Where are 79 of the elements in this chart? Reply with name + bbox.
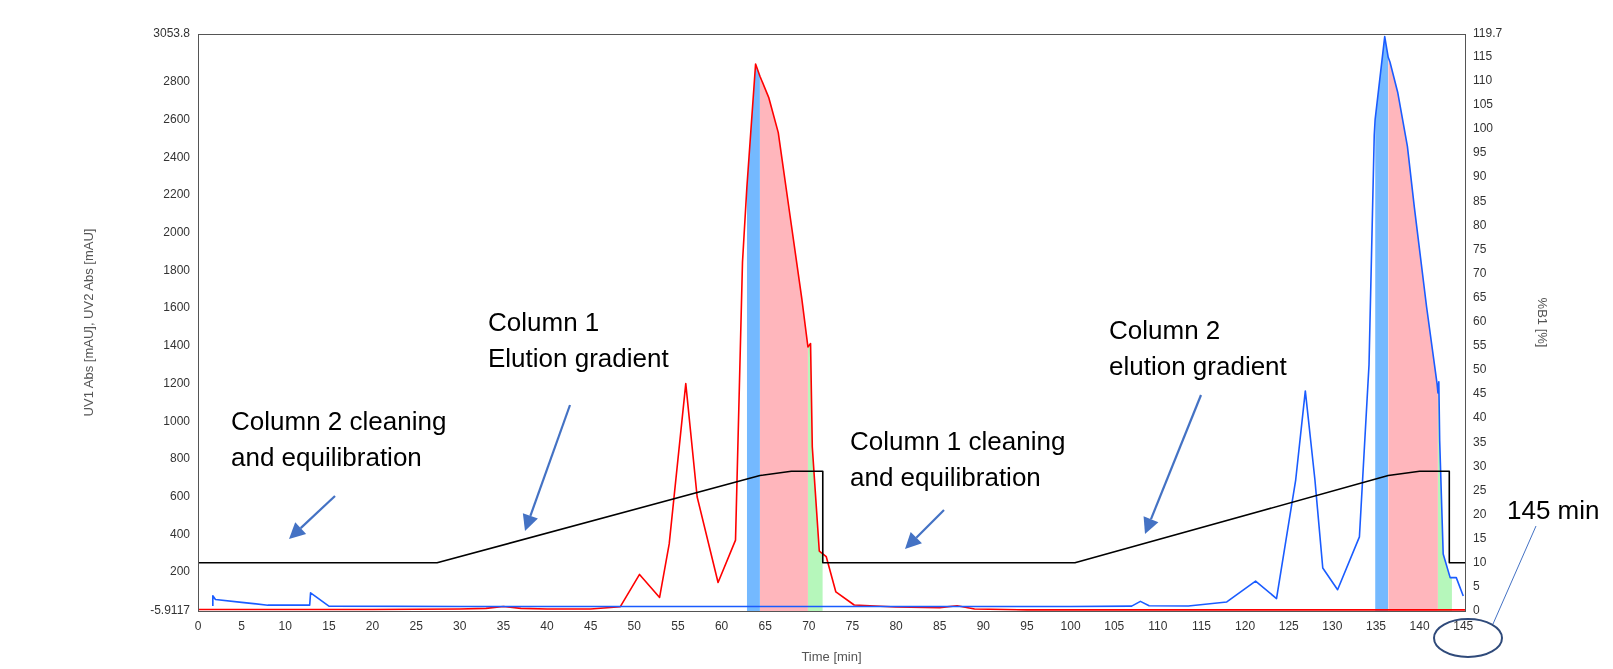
y-tick-label: 1400 xyxy=(163,338,191,353)
y2-tick-label: 65 xyxy=(1473,289,1487,304)
x-tick-label: 15 xyxy=(322,618,336,633)
y2-tick-label: 95 xyxy=(1473,145,1487,160)
x-tick-label: 85 xyxy=(933,618,947,633)
y-tick-label: 2600 xyxy=(163,111,191,126)
y2-tick-label: 90 xyxy=(1473,169,1487,184)
y-tick-label: 1600 xyxy=(163,300,191,315)
x-tick-label: 130 xyxy=(1322,618,1343,633)
y2-tick-label: 110 xyxy=(1473,73,1493,88)
x-axis-title: Time [min] xyxy=(801,648,862,664)
x-tick-label: 95 xyxy=(1020,618,1034,633)
y2-tick-label: 20 xyxy=(1473,506,1487,521)
annotation: Column 1 cleaning and equilibration xyxy=(850,426,1066,493)
y-tick-label: 2400 xyxy=(163,149,191,164)
y-tick-label: 1000 xyxy=(163,413,191,428)
x-tick-label: 40 xyxy=(540,618,555,633)
x-tick-label: 0 xyxy=(194,618,202,633)
x-tick-label: 140 xyxy=(1409,618,1430,633)
y-axis-title: UV1 Abs [mAU], UV2 Abs [mAU] xyxy=(81,228,97,417)
x-tick-label: 20 xyxy=(365,618,380,633)
y-tick-label: 2000 xyxy=(163,225,191,240)
x-tick-label: 80 xyxy=(889,618,904,633)
y2-tick-label: 60 xyxy=(1473,314,1487,329)
annotation: Column 2 elution gradient xyxy=(1109,315,1288,382)
annotation: Column 1 Elution gradient xyxy=(488,307,670,374)
x-tick-label: 115 xyxy=(1191,618,1212,633)
x-tick-label: 50 xyxy=(627,618,642,633)
y2-tick-label: 35 xyxy=(1473,434,1487,449)
y-tick-label: 1800 xyxy=(163,262,191,277)
y2-tick-label: 45 xyxy=(1473,386,1487,401)
y-tick-label: 2200 xyxy=(163,187,191,202)
y2-tick-label: 85 xyxy=(1473,193,1487,208)
y2-tick-label: 75 xyxy=(1473,241,1487,256)
y2-tick-label: 40 xyxy=(1473,410,1487,425)
y-tick-label: 600 xyxy=(169,489,191,504)
y2-axis-title: %B1 [%] xyxy=(1534,297,1550,348)
x-tick-label: 120 xyxy=(1235,618,1256,633)
x-tick-label: 70 xyxy=(802,618,816,633)
y2-tick-label: 5 xyxy=(1473,579,1480,594)
x-tick-label: 75 xyxy=(845,618,860,633)
x-tick-label: 45 xyxy=(583,618,598,633)
y2-tick-label: 10 xyxy=(1473,555,1487,570)
y-tick-label: -5.9117 xyxy=(150,603,191,618)
y-tick-label: 1200 xyxy=(163,375,191,390)
y2-tick-label: 80 xyxy=(1473,217,1487,232)
y2-tick-label: 30 xyxy=(1473,458,1487,473)
x-tick-label: 25 xyxy=(409,618,424,633)
y-tick-label: 200 xyxy=(169,564,191,579)
x-tick-label: 30 xyxy=(453,618,467,633)
x-tick-label: 125 xyxy=(1278,618,1300,633)
x-tick-label: 90 xyxy=(976,618,991,633)
x-tick-label: 100 xyxy=(1060,618,1081,633)
y2-tick-label: 100 xyxy=(1473,121,1494,136)
x-tick-label: 105 xyxy=(1104,618,1125,633)
x-tick-label: 55 xyxy=(671,618,685,633)
y-tick-label: 3053.8 xyxy=(153,26,191,41)
y2-tick-label: 25 xyxy=(1473,482,1487,497)
y2-tick-label: 105 xyxy=(1473,97,1494,112)
x-tick-label: 65 xyxy=(758,618,773,633)
y2-tick-label: 70 xyxy=(1473,265,1487,280)
y-tick-label: 800 xyxy=(169,451,191,466)
y2-tick-label: 50 xyxy=(1473,362,1487,377)
x-tick-label: 110 xyxy=(1148,618,1168,633)
y-tick-label: 2800 xyxy=(163,74,191,89)
x-tick-label: 5 xyxy=(238,618,246,633)
x-tick-label: 10 xyxy=(278,618,293,633)
y2-tick-label: 0 xyxy=(1473,603,1480,618)
y-tick-label: 400 xyxy=(169,526,191,541)
y2-tick-label: 115 xyxy=(1473,48,1493,63)
text: 145 min xyxy=(1507,495,1600,526)
annotation: Column 2 cleaning and equilibration xyxy=(231,406,447,473)
x-tick-label: 135 xyxy=(1365,618,1387,633)
y2-tick-label: 119.7 xyxy=(1473,26,1503,41)
x-tick-label: 60 xyxy=(714,618,729,633)
x-tick-label: 145 xyxy=(1453,618,1474,633)
x-tick-label: 35 xyxy=(496,618,511,633)
y2-tick-label: 15 xyxy=(1473,531,1487,546)
y2-tick-label: 55 xyxy=(1473,338,1487,353)
